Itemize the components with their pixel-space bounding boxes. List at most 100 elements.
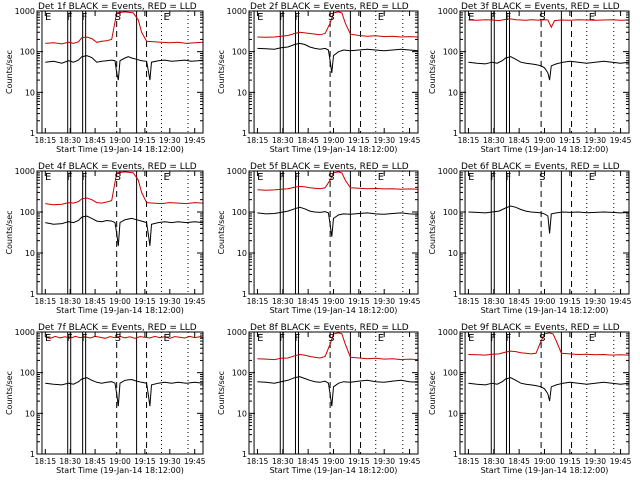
series-line: [45, 11, 203, 45]
x-tick-label: 18:45: [297, 297, 319, 306]
marker-label: E: [45, 172, 51, 183]
y-tick-label: 100: [232, 369, 247, 378]
x-tick-label: 19:00: [109, 136, 131, 145]
x-tick-label: 19:00: [323, 136, 345, 145]
axes-frame: [248, 10, 419, 134]
series-line: [45, 335, 203, 339]
marker-label: E: [589, 12, 595, 23]
marker-label: E: [164, 333, 170, 344]
series-line: [45, 215, 203, 246]
panel-title: Det 5f BLACK = Events, RED = LLD: [250, 162, 409, 172]
y-tick-label: 1000: [227, 328, 247, 337]
marker-label: F: [279, 333, 285, 344]
x-tick-label: 19:30: [584, 297, 606, 306]
panel-6: Det 6f BLACK = Events, RED = LLD 1 10 100 10…: [428, 162, 632, 315]
series-line: [468, 56, 629, 81]
x-tick-label: 18:45: [84, 457, 106, 466]
marker-label: E: [164, 12, 170, 23]
x-tick-label: 19:45: [184, 297, 206, 306]
marker-label: E: [589, 172, 595, 183]
y-tick-label: 100: [20, 369, 35, 378]
x-tick-label: 18:30: [59, 457, 81, 466]
x-axis-label: Start Time (19-Jan-14 18:12:00): [481, 466, 609, 475]
panel-title: Det 8f BLACK = Events, RED = LLD: [250, 323, 409, 333]
x-tick-label: 19:30: [584, 457, 606, 466]
marker-label: F: [82, 12, 88, 23]
x-tick-label: 19:15: [134, 457, 156, 466]
series-line: [257, 332, 418, 361]
x-tick-label: 19:15: [348, 457, 370, 466]
marker-label: S: [539, 12, 545, 23]
y-tick-label: 100: [232, 48, 247, 57]
marker-label: E: [468, 12, 474, 23]
y-tick-label: 10: [25, 409, 35, 418]
marker-label: E: [378, 12, 384, 23]
axes-frame: [36, 10, 204, 134]
y-tick-label: 10: [237, 88, 247, 97]
x-tick-label: 19:30: [159, 136, 181, 145]
x-tick-label: 18:30: [483, 297, 505, 306]
marker-label: F: [505, 12, 511, 23]
x-tick-label: 19:00: [534, 136, 556, 145]
x-axis-label: Start Time (19-Jan-14 18:12:00): [270, 306, 398, 315]
panel-title: Det 7f BLACK = Events, RED = LLD: [38, 323, 197, 333]
y-tick-label: 10: [237, 409, 247, 418]
x-tick-label: 18:15: [247, 457, 269, 466]
panel-2: Det 2f BLACK = Events, RED = LLD 1 10 100 10…: [217, 2, 421, 154]
series-line: [45, 55, 203, 81]
x-axis-label: Start Time (19-Jan-14 18:12:00): [270, 145, 398, 154]
marker-label: E: [45, 333, 51, 344]
marker-label: E: [257, 333, 263, 344]
x-axis-label: Start Time (19-Jan-14 18:12:00): [56, 306, 184, 315]
x-tick-label: 18:15: [34, 297, 56, 306]
y-axis-label: Counts/sec: [217, 371, 226, 415]
y-tick-label: 100: [20, 48, 35, 57]
series-line: [45, 171, 203, 206]
y-tick-label: 1: [30, 290, 35, 299]
x-tick-label: 19:15: [559, 136, 581, 145]
marker-label: F: [505, 172, 511, 183]
marker-label: F: [490, 172, 496, 183]
x-tick-label: 19:15: [134, 136, 156, 145]
region-markers: [253, 332, 404, 454]
panel-9: Det 9f BLACK = Events, RED = LLD 1 10 100 10…: [428, 323, 632, 475]
marker-label: F: [82, 172, 88, 183]
marker-label: F: [279, 12, 285, 23]
x-tick-label: 18:45: [297, 457, 319, 466]
x-tick-label: 18:45: [508, 136, 530, 145]
y-tick-label: 1000: [15, 167, 35, 176]
marker-label: E: [257, 172, 263, 183]
x-axis-label: Start Time (19-Jan-14 18:12:00): [270, 466, 398, 475]
panel-title: Det 9f BLACK = Events, RED = LLD: [461, 323, 620, 333]
panel-8: Det 8f BLACK = Events, RED = LLD 1 10 100 10…: [217, 323, 421, 475]
y-tick-label: 1: [453, 290, 458, 299]
x-tick-label: 18:15: [458, 297, 480, 306]
marker-label: F: [294, 172, 300, 183]
y-tick-label: 1: [453, 129, 458, 138]
y-tick-label: 1000: [15, 328, 35, 337]
y-tick-label: 1: [30, 450, 35, 459]
y-tick-label: 100: [443, 208, 458, 217]
marker-label: S: [328, 333, 334, 344]
x-tick-label: 19:00: [534, 457, 556, 466]
marker-label: F: [490, 333, 496, 344]
marker-label: F: [490, 12, 496, 23]
region-markers: [464, 171, 615, 294]
marker-label: E: [45, 12, 51, 23]
y-tick-label: 10: [448, 409, 458, 418]
y-axis-label: Counts/sec: [428, 50, 437, 94]
region-markers: [253, 171, 404, 294]
y-tick-label: 10: [448, 88, 458, 97]
series-line: [257, 11, 418, 38]
y-tick-label: 100: [20, 208, 35, 217]
axes-frame: [36, 331, 204, 455]
x-tick-label: 18:30: [483, 457, 505, 466]
y-tick-label: 1: [30, 129, 35, 138]
marker-label: F: [505, 333, 511, 344]
region-markers: [41, 332, 189, 454]
y-axis-label: Counts/sec: [5, 50, 14, 94]
x-tick-label: 18:45: [84, 297, 106, 306]
y-tick-label: 1000: [15, 7, 35, 16]
x-tick-label: 19:45: [610, 297, 632, 306]
